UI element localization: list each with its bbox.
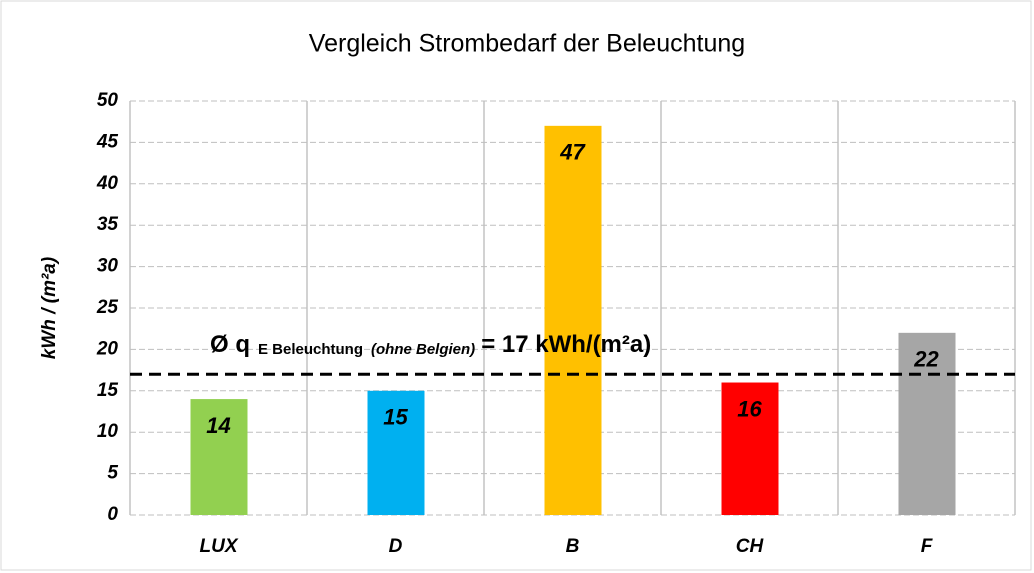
- bar: [544, 125, 602, 515]
- y-tick-label: 30: [97, 256, 119, 277]
- annotation-part: E Beleuchtung: [258, 341, 363, 358]
- y-tick-label: 0: [107, 504, 118, 525]
- data-label: 14: [206, 413, 230, 438]
- y-tick-label: 50: [97, 90, 119, 111]
- data-label: 22: [913, 347, 939, 372]
- y-axis-label: kWh / (m²a): [39, 257, 60, 359]
- x-tick-label: D: [389, 536, 403, 557]
- y-tick-label: 45: [96, 131, 119, 152]
- x-tick-label: LUX: [200, 536, 239, 557]
- y-tick-label: 25: [96, 297, 119, 318]
- bar: [367, 390, 425, 515]
- annotation-part: = 17 kWh/(m²a): [481, 332, 651, 359]
- y-tick-label: 40: [96, 173, 119, 194]
- annotation-part: (ohne Belgien): [371, 341, 475, 358]
- y-tick-label: 5: [107, 463, 118, 484]
- bar: [721, 382, 779, 515]
- annotation-part: Ø q: [210, 332, 250, 359]
- x-tick-label: CH: [736, 536, 765, 557]
- bar: [190, 399, 248, 515]
- y-tick-label: 10: [97, 421, 119, 442]
- chart-title: Vergleich Strombedarf der Beleuchtung: [309, 30, 745, 58]
- x-tick-label: F: [921, 536, 934, 557]
- bar: [898, 332, 956, 515]
- y-tick-label: 20: [96, 338, 119, 359]
- data-label: 15: [383, 405, 408, 430]
- x-tick-label: B: [566, 536, 580, 557]
- y-tick-label: 15: [97, 380, 119, 401]
- data-label: 16: [737, 396, 762, 421]
- y-tick-label: 35: [97, 214, 119, 235]
- annotation: Ø q E Beleuchtung (ohne Belgien) = 17 kWh/(…: [210, 332, 651, 359]
- data-label: 47: [559, 140, 586, 165]
